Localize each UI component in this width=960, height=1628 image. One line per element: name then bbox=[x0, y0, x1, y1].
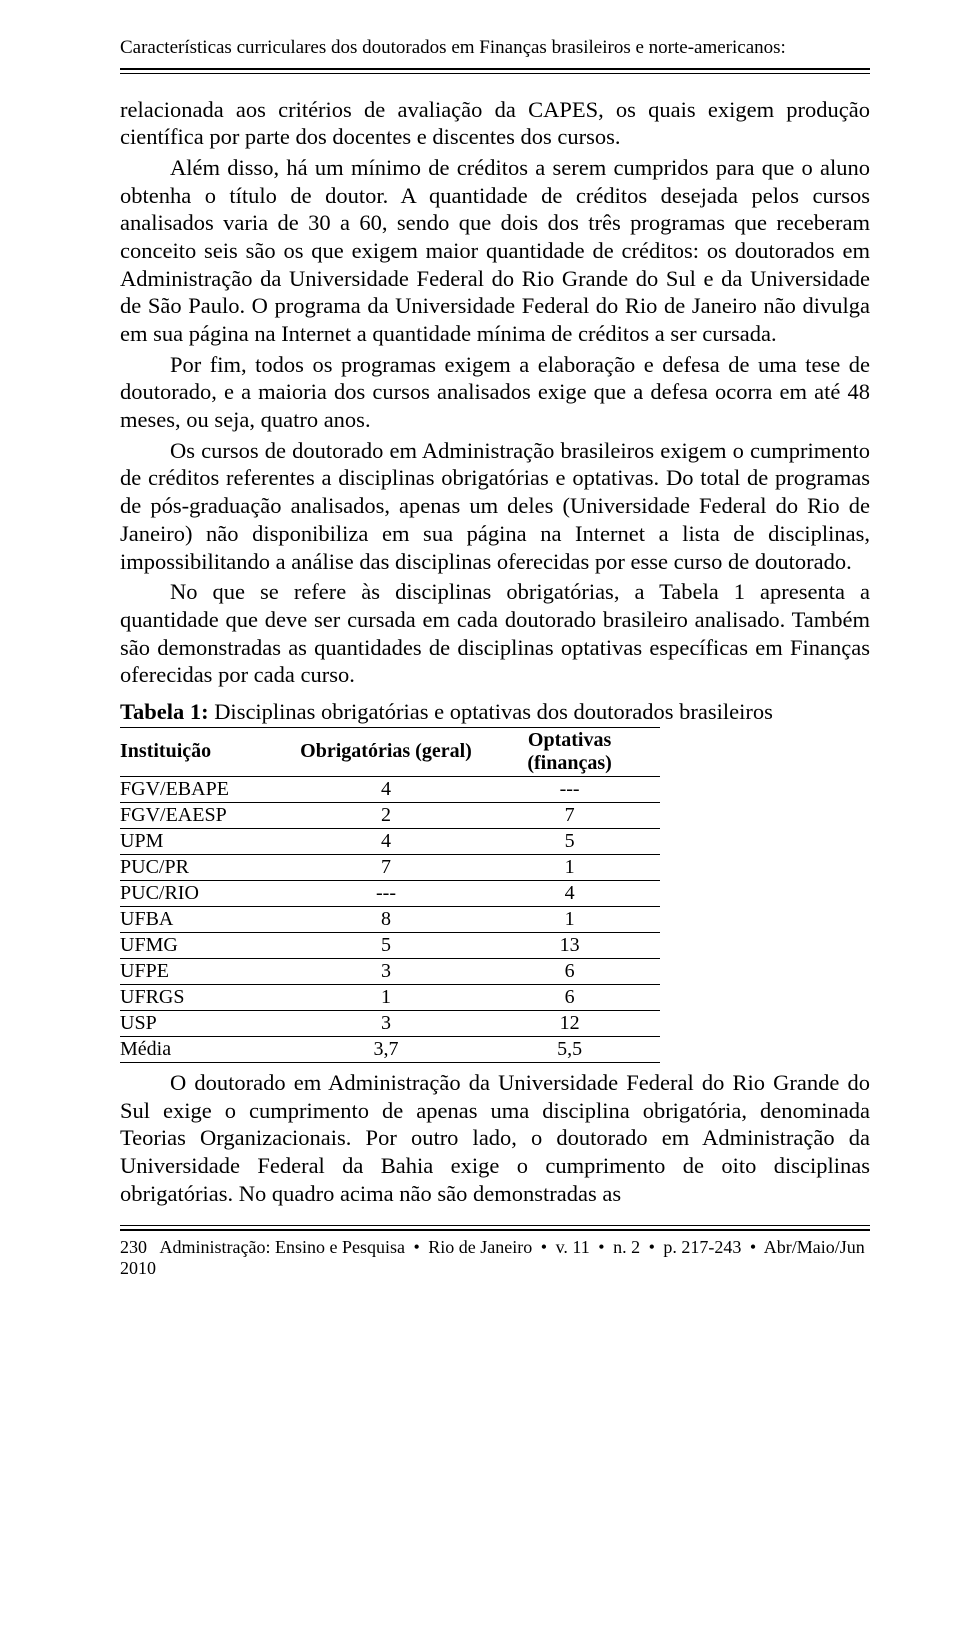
table-cell-optativas: 1 bbox=[487, 854, 660, 880]
table-row: UPM45 bbox=[120, 828, 660, 854]
bullet-icon: • bbox=[409, 1237, 423, 1257]
table-caption-text: Disciplinas obrigatórias e optativas dos… bbox=[209, 699, 773, 724]
table-caption-label: Tabela 1: bbox=[120, 699, 209, 724]
bullet-icon: • bbox=[537, 1237, 551, 1257]
table-cell-obrigatorias: 5 bbox=[293, 932, 487, 958]
table-cell-instituicao: UFMG bbox=[120, 932, 293, 958]
table-row: UFBA81 bbox=[120, 906, 660, 932]
table-row: UFMG513 bbox=[120, 932, 660, 958]
table-cell-optativas: --- bbox=[487, 776, 660, 802]
table-row: UFPE36 bbox=[120, 958, 660, 984]
paragraph-3: Por fim, todos os programas exigem a ela… bbox=[120, 351, 870, 434]
table-row: USP312 bbox=[120, 1010, 660, 1036]
footer-rule-thin bbox=[120, 1225, 870, 1226]
footer-page-number: 230 bbox=[120, 1237, 147, 1257]
table-cell-obrigatorias: 4 bbox=[293, 828, 487, 854]
table-cell-obrigatorias: 8 bbox=[293, 906, 487, 932]
footer-volume: v. 11 bbox=[556, 1237, 590, 1257]
table-row: UFRGS16 bbox=[120, 984, 660, 1010]
footer-city: Rio de Janeiro bbox=[428, 1237, 532, 1257]
table-cell-obrigatorias: 3 bbox=[293, 958, 487, 984]
paragraph-6: O doutorado em Administração da Universi… bbox=[120, 1069, 870, 1207]
table-cell-instituicao: UFRGS bbox=[120, 984, 293, 1010]
paragraph-1: relacionada aos critérios de avaliação d… bbox=[120, 96, 870, 151]
table-cell-optativas: 5,5 bbox=[487, 1036, 660, 1062]
table-cell-instituicao: Média bbox=[120, 1036, 293, 1062]
footer-journal: Administração: Ensino e Pesquisa bbox=[160, 1237, 405, 1257]
table-header-row: Instituição Obrigatórias (geral) Optativ… bbox=[120, 727, 660, 776]
table-cell-obrigatorias: 3,7 bbox=[293, 1036, 487, 1062]
table-row: FGV/EBAPE4--- bbox=[120, 776, 660, 802]
table-cell-optativas: 12 bbox=[487, 1010, 660, 1036]
table-caption: Tabela 1: Disciplinas obrigatórias e opt… bbox=[120, 699, 870, 725]
table-cell-obrigatorias: 7 bbox=[293, 854, 487, 880]
table-cell-optativas: 6 bbox=[487, 958, 660, 984]
table-cell-obrigatorias: 2 bbox=[293, 802, 487, 828]
table-cell-instituicao: UFBA bbox=[120, 906, 293, 932]
table-cell-optativas: 7 bbox=[487, 802, 660, 828]
bullet-icon: • bbox=[645, 1237, 659, 1257]
page: Características curriculares dos doutora… bbox=[0, 0, 960, 1628]
paragraph-4: Os cursos de doutorado em Administração … bbox=[120, 437, 870, 575]
table-cell-obrigatorias: --- bbox=[293, 880, 487, 906]
table-cell-optativas: 1 bbox=[487, 906, 660, 932]
table-row: PUC/RIO---4 bbox=[120, 880, 660, 906]
table-cell-instituicao: UFPE bbox=[120, 958, 293, 984]
table-cell-obrigatorias: 1 bbox=[293, 984, 487, 1010]
footer-pages: p. 217-243 bbox=[663, 1237, 741, 1257]
table-cell-instituicao: USP bbox=[120, 1010, 293, 1036]
article-body: relacionada aos critérios de avaliação d… bbox=[120, 96, 870, 689]
table-cell-optativas: 5 bbox=[487, 828, 660, 854]
table-row: FGV/EAESP27 bbox=[120, 802, 660, 828]
paragraph-5: No que se refere às disciplinas obrigató… bbox=[120, 578, 870, 689]
table-col-instituicao: Instituição bbox=[120, 727, 293, 776]
table-col-obrigatorias: Obrigatórias (geral) bbox=[293, 727, 487, 776]
table-cell-obrigatorias: 3 bbox=[293, 1010, 487, 1036]
bullet-icon: • bbox=[594, 1237, 608, 1257]
footer-rule-thick bbox=[120, 1229, 870, 1231]
table-cell-instituicao: FGV/EAESP bbox=[120, 802, 293, 828]
paragraph-2: Além disso, há um mínimo de créditos a s… bbox=[120, 154, 870, 348]
table-cell-instituicao: UPM bbox=[120, 828, 293, 854]
running-header: Características curriculares dos doutora… bbox=[120, 36, 870, 60]
table-cell-instituicao: PUC/RIO bbox=[120, 880, 293, 906]
table-cell-obrigatorias: 4 bbox=[293, 776, 487, 802]
header-rule-thick bbox=[120, 68, 870, 70]
table-col-optativas: Optativas (finanças) bbox=[487, 727, 660, 776]
table-cell-instituicao: FGV/EBAPE bbox=[120, 776, 293, 802]
footer-issue: n. 2 bbox=[613, 1237, 640, 1257]
article-body-after-table: O doutorado em Administração da Universi… bbox=[120, 1069, 870, 1207]
table-cell-optativas: 4 bbox=[487, 880, 660, 906]
bullet-icon: • bbox=[746, 1237, 760, 1257]
header-rule-thin bbox=[120, 73, 870, 74]
table-row: PUC/PR71 bbox=[120, 854, 660, 880]
disciplines-table: Instituição Obrigatórias (geral) Optativ… bbox=[120, 727, 660, 1063]
table-cell-optativas: 6 bbox=[487, 984, 660, 1010]
table-cell-instituicao: PUC/PR bbox=[120, 854, 293, 880]
table-body: FGV/EBAPE4---FGV/EAESP27UPM45PUC/PR71PUC… bbox=[120, 776, 660, 1062]
table-cell-optativas: 13 bbox=[487, 932, 660, 958]
table-row: Média3,75,5 bbox=[120, 1036, 660, 1062]
page-footer: 230 Administração: Ensino e Pesquisa • R… bbox=[120, 1237, 870, 1279]
